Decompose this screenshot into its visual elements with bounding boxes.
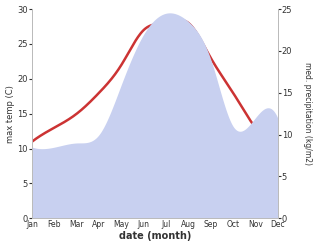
- Y-axis label: med. precipitation (kg/m2): med. precipitation (kg/m2): [303, 62, 313, 165]
- Y-axis label: max temp (C): max temp (C): [5, 85, 15, 143]
- X-axis label: date (month): date (month): [119, 231, 191, 242]
